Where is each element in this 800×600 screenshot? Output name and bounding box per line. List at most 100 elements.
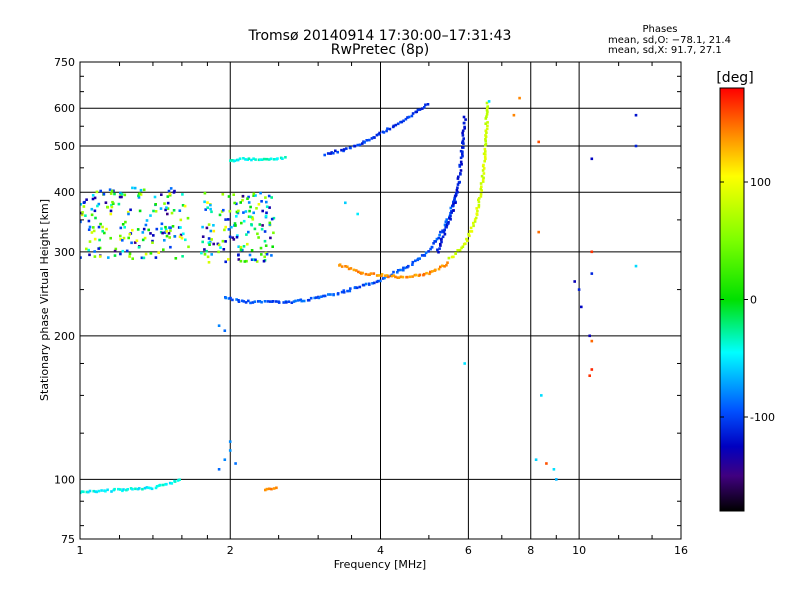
echo-point — [353, 144, 357, 148]
echo-point — [160, 193, 163, 196]
echo-point — [427, 250, 430, 253]
echo-point — [486, 106, 489, 110]
echo-point — [212, 224, 215, 227]
echo-point — [109, 192, 113, 195]
echo-point — [342, 289, 346, 292]
echo-point — [462, 121, 466, 125]
echo-point — [258, 300, 262, 303]
echo-point — [411, 112, 415, 115]
echo-point — [123, 226, 126, 229]
echo-point — [414, 259, 417, 263]
echo-point — [346, 265, 349, 269]
echo-point — [267, 194, 271, 198]
echo-point — [160, 222, 164, 226]
echo-point — [518, 96, 521, 100]
echo-point — [127, 236, 130, 240]
echo-point — [487, 100, 491, 103]
echo-point — [161, 231, 164, 235]
echo-point — [151, 239, 154, 243]
echo-point — [111, 200, 114, 204]
echo-point — [217, 324, 221, 327]
echo-point — [477, 203, 481, 207]
echo-point — [242, 219, 246, 223]
echo-point — [357, 270, 360, 274]
echo-point — [447, 221, 450, 224]
echo-point — [139, 188, 143, 192]
echo-point — [355, 286, 359, 290]
echo-point — [240, 299, 244, 303]
echo-point — [240, 221, 243, 225]
echo-point — [342, 148, 346, 151]
echo-point — [275, 486, 278, 490]
plot-frame — [79, 61, 682, 540]
echo-point — [379, 279, 382, 283]
echo-point — [169, 187, 173, 190]
echo-point — [224, 296, 228, 300]
echo-point — [485, 115, 488, 118]
echo-point — [455, 188, 459, 192]
echo-point — [96, 204, 99, 208]
echo-point — [203, 248, 206, 251]
echo-point — [445, 225, 448, 229]
echo-point — [244, 210, 248, 213]
echo-point — [94, 216, 97, 220]
echo-point — [342, 291, 346, 294]
echo-point — [165, 206, 168, 209]
echo-point — [440, 237, 443, 241]
echo-point — [110, 204, 113, 207]
echo-point — [468, 234, 471, 238]
echo-point — [217, 250, 220, 254]
echo-point — [387, 275, 390, 279]
echo-point — [224, 225, 227, 229]
echo-point — [540, 394, 543, 397]
echo-point — [634, 144, 638, 148]
echo-point — [358, 285, 362, 289]
echo-point — [537, 230, 540, 234]
echo-point — [349, 267, 353, 270]
echo-point — [109, 212, 113, 216]
echo-point — [364, 282, 368, 286]
echo-point — [236, 234, 239, 237]
echo-point — [119, 252, 122, 256]
echo-point — [461, 146, 464, 149]
echo-point — [392, 270, 395, 274]
echo-point — [143, 236, 147, 240]
echo-point — [336, 150, 339, 154]
echo-point — [406, 116, 409, 119]
echo-point — [200, 251, 203, 255]
echo-point — [110, 490, 113, 493]
echo-point — [330, 151, 333, 154]
echo-point — [172, 209, 176, 212]
echo-point — [294, 299, 297, 303]
echo-point — [205, 249, 208, 253]
echo-point — [483, 155, 487, 159]
echo-point — [106, 488, 109, 492]
echo-point — [342, 149, 345, 153]
echo-point — [364, 272, 368, 276]
echo-point — [485, 108, 489, 112]
echo-point — [166, 212, 169, 216]
y-tick-label: 400 — [54, 186, 75, 199]
echo-point — [259, 158, 262, 161]
echo-point — [251, 301, 255, 304]
echo-point — [91, 197, 95, 201]
echo-point — [394, 275, 397, 279]
echo-point — [97, 247, 100, 250]
echo-point — [152, 234, 155, 237]
echo-point — [218, 213, 222, 217]
echo-point — [136, 228, 140, 231]
echo-point — [274, 300, 278, 303]
echo-point — [477, 198, 480, 202]
echo-point — [112, 202, 115, 205]
echo-point — [484, 134, 487, 137]
echo-point — [369, 272, 373, 275]
echo-point — [144, 252, 148, 256]
echo-point — [411, 260, 415, 264]
echo-point — [154, 203, 157, 206]
echo-point — [169, 245, 172, 249]
echo-point — [138, 192, 142, 195]
echo-point — [170, 211, 174, 215]
echo-point — [300, 299, 303, 303]
echo-point — [381, 277, 385, 280]
